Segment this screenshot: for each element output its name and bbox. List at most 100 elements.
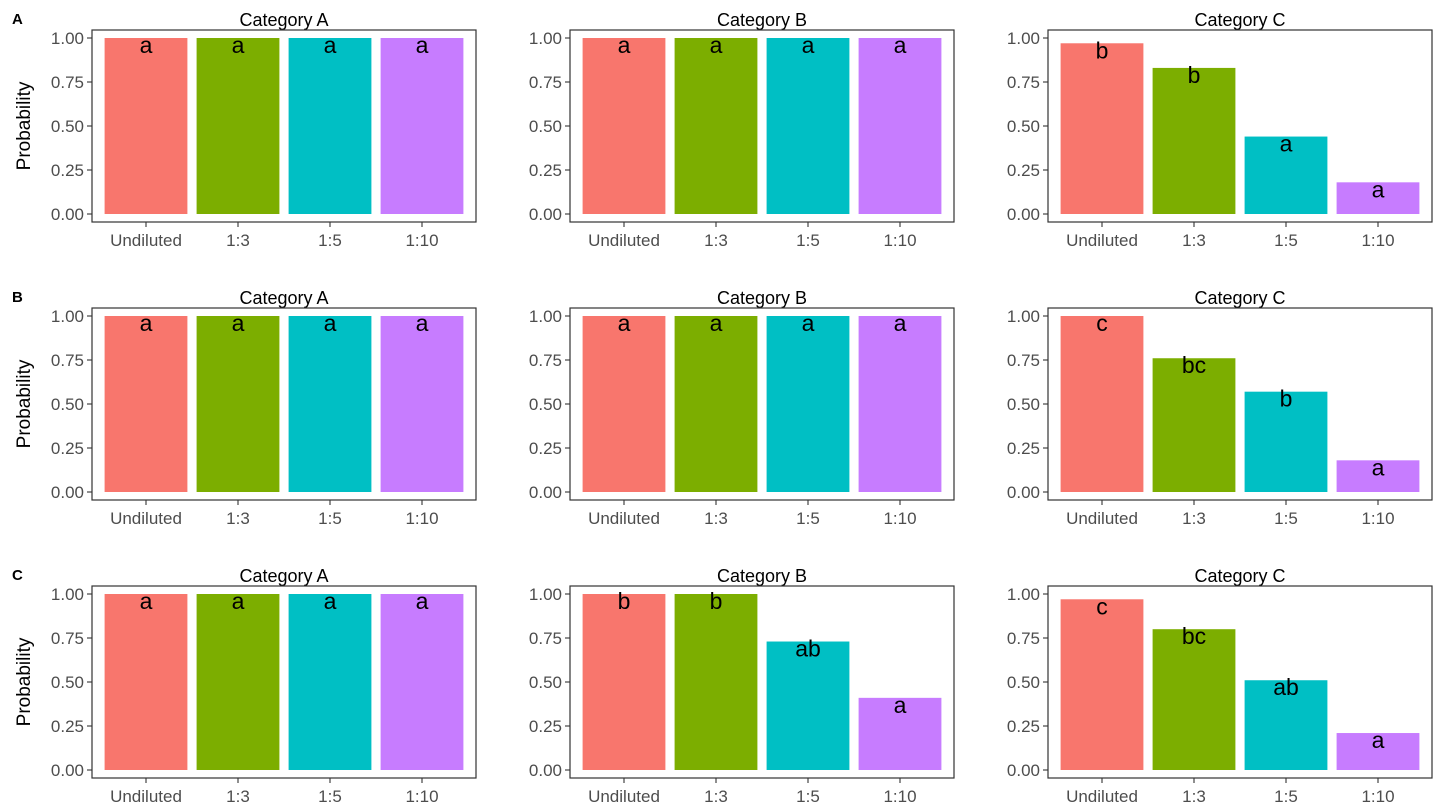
y-tick-label: 0.50: [529, 117, 562, 136]
significance-label: a: [1280, 131, 1293, 157]
x-tick-label: 1:5: [1274, 509, 1298, 528]
x-tick-label: 1:10: [883, 509, 916, 528]
y-tick-label: 0.75: [51, 351, 84, 370]
panel-c-3: Category C c Undiluted bc 1:3 ab 1:5 a 1:10 0.00 0…: [1007, 566, 1433, 806]
panel-c-1: Category AaUndiluteda1:3a1:5a1:100.000.2…: [51, 566, 477, 806]
y-tick-label: 0.00: [1007, 483, 1040, 502]
x-tick-label: 1:5: [318, 787, 342, 806]
bar-1-10: [1336, 733, 1420, 770]
x-tick-label: 1:10: [1361, 787, 1394, 806]
y-tick-label: 0.50: [51, 117, 84, 136]
bar-1-3: [1152, 358, 1236, 492]
bar-undiluted: [104, 594, 188, 770]
y-tick-label: 0.25: [529, 717, 562, 736]
x-tick-label: 1:10: [883, 231, 916, 250]
panel-b-2: Category BaUndiluteda1:3a1:5a1:100.000.2…: [529, 288, 955, 528]
bar-1-5: [766, 316, 850, 492]
panel-frame: [91, 29, 477, 223]
bar-undiluted: [1060, 43, 1144, 214]
y-tick-label: 1.00: [529, 307, 562, 326]
y-tick-label: 0.00: [529, 761, 562, 780]
bar-1-10: [380, 38, 464, 214]
y-tick-label: 1.00: [51, 307, 84, 326]
bar-1-5: [766, 641, 850, 770]
y-tick-label: 0.00: [529, 483, 562, 502]
y-tick-label: 0.00: [51, 761, 84, 780]
panel-a-3: Category C b Undiluted b 1:3 a 1:5 a 1:10 0.00 0.2…: [1007, 10, 1433, 250]
x-tick-label: Undiluted: [110, 787, 182, 806]
significance-label: a: [324, 310, 337, 336]
bar-undiluted: [582, 38, 666, 214]
row-label-a: A: [12, 11, 23, 28]
significance-label: a: [140, 32, 153, 58]
bar-1-10: [380, 594, 464, 770]
significance-label: a: [618, 310, 631, 336]
x-tick-label: 1:5: [1274, 231, 1298, 250]
y-tick-label: 1.00: [529, 29, 562, 48]
y-tick-label: 0.50: [529, 395, 562, 414]
bar-1-3: [1152, 67, 1236, 214]
bar-1-10: [1336, 460, 1420, 492]
x-tick-label: Undiluted: [110, 231, 182, 250]
y-tick-label: 0.00: [1007, 761, 1040, 780]
significance-label: a: [416, 310, 429, 336]
x-tick-label: 1:3: [1182, 787, 1206, 806]
x-tick-label: Undiluted: [110, 509, 182, 528]
panel-title: Category A: [239, 566, 328, 586]
significance-label: a: [324, 588, 337, 614]
x-tick-label: 1:3: [704, 787, 728, 806]
significance-label: a: [894, 32, 907, 58]
significance-label: bc: [1182, 623, 1206, 649]
y-tick-label: 0.00: [529, 205, 562, 224]
bar-1-5: [1244, 391, 1328, 492]
x-tick-label: 1:3: [704, 509, 728, 528]
x-tick-label: 1:10: [405, 787, 438, 806]
x-tick-label: 1:3: [704, 231, 728, 250]
y-tick-label: 0.25: [1007, 439, 1040, 458]
bar-1-5: [288, 316, 372, 492]
panel-frame: [569, 307, 955, 501]
significance-label: a: [618, 32, 631, 58]
x-tick-label: 1:5: [796, 509, 820, 528]
panel-frame: [1047, 585, 1433, 779]
y-tick-label: 0.75: [1007, 629, 1040, 648]
bar-1-3: [196, 38, 280, 214]
x-tick-label: 1:10: [405, 231, 438, 250]
significance-label: b: [618, 588, 631, 614]
y-tick-label: 1.00: [1007, 585, 1040, 604]
x-tick-label: 1:5: [796, 787, 820, 806]
x-tick-label: 1:10: [1361, 509, 1394, 528]
x-tick-label: Undiluted: [588, 231, 660, 250]
significance-label: ab: [795, 636, 821, 662]
y-tick-label: 0.50: [1007, 395, 1040, 414]
panel-frame: [91, 585, 477, 779]
significance-label: a: [802, 310, 815, 336]
y-axis-label: Probability: [14, 359, 35, 448]
significance-label: b: [1280, 386, 1293, 412]
bar-1-5: [766, 38, 850, 214]
bar-undiluted: [582, 594, 666, 770]
panel-title: Category A: [239, 10, 328, 30]
significance-label: a: [324, 32, 337, 58]
significance-label: a: [894, 692, 907, 718]
y-tick-label: 0.75: [1007, 351, 1040, 370]
significance-label: b: [1096, 37, 1109, 63]
x-tick-label: 1:5: [796, 231, 820, 250]
bar-undiluted: [1060, 599, 1144, 770]
y-tick-label: 0.25: [51, 161, 84, 180]
y-tick-label: 1.00: [1007, 307, 1040, 326]
y-tick-label: 0.25: [529, 161, 562, 180]
significance-label: a: [710, 310, 723, 336]
x-tick-label: Undiluted: [588, 787, 660, 806]
panel-b-3: Category C c Undiluted bc 1:3 b 1:5 a 1:10 0.00 0.…: [1007, 288, 1433, 528]
significance-label: b: [710, 588, 723, 614]
y-axis-label: Probability: [14, 81, 35, 170]
row-label-c: C: [12, 567, 23, 584]
x-tick-label: 1:3: [1182, 509, 1206, 528]
y-tick-label: 0.25: [529, 439, 562, 458]
y-tick-label: 0.25: [51, 717, 84, 736]
significance-label: c: [1096, 310, 1108, 336]
panel-a-2: Category BaUndiluteda1:3a1:5a1:100.000.2…: [529, 10, 955, 250]
bar-1-3: [674, 316, 758, 492]
x-tick-label: Undiluted: [1066, 509, 1138, 528]
